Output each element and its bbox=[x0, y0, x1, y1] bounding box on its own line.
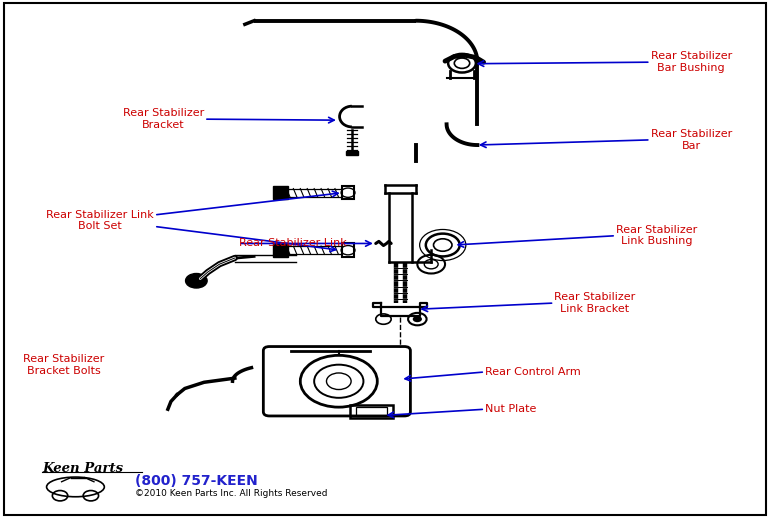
Bar bbox=[273, 186, 288, 199]
Bar bbox=[346, 151, 358, 155]
Text: Rear Stabilizer
Bracket: Rear Stabilizer Bracket bbox=[122, 108, 204, 130]
Text: Rear Control Arm: Rear Control Arm bbox=[485, 367, 581, 377]
Text: Rear Stabilizer
Link Bracket: Rear Stabilizer Link Bracket bbox=[554, 292, 636, 314]
Bar bbox=[342, 243, 354, 257]
Text: Nut Plate: Nut Plate bbox=[485, 404, 537, 414]
Bar bbox=[273, 243, 288, 257]
Circle shape bbox=[413, 316, 422, 322]
Text: Rear Stabilizer Link: Rear Stabilizer Link bbox=[239, 238, 346, 249]
Bar bbox=[356, 407, 387, 416]
Text: Rear Stabilizer
Bar Bushing: Rear Stabilizer Bar Bushing bbox=[651, 51, 732, 73]
Text: Rear Stabilizer Link
Bolt Set: Rear Stabilizer Link Bolt Set bbox=[46, 210, 154, 232]
Text: Rear Stabilizer
Link Bushing: Rear Stabilizer Link Bushing bbox=[616, 225, 698, 247]
Bar bbox=[342, 186, 354, 199]
Text: ©2010 Keen Parts Inc. All Rights Reserved: ©2010 Keen Parts Inc. All Rights Reserve… bbox=[135, 488, 327, 498]
Text: Rear Stabilizer
Bar: Rear Stabilizer Bar bbox=[651, 129, 732, 151]
Text: Keen Parts: Keen Parts bbox=[42, 462, 123, 476]
Text: Rear Stabilizer
Bracket Bolts: Rear Stabilizer Bracket Bolts bbox=[23, 354, 105, 376]
Text: (800) 757-KEEN: (800) 757-KEEN bbox=[135, 473, 257, 488]
Bar bbox=[350, 405, 393, 418]
Circle shape bbox=[186, 274, 207, 288]
